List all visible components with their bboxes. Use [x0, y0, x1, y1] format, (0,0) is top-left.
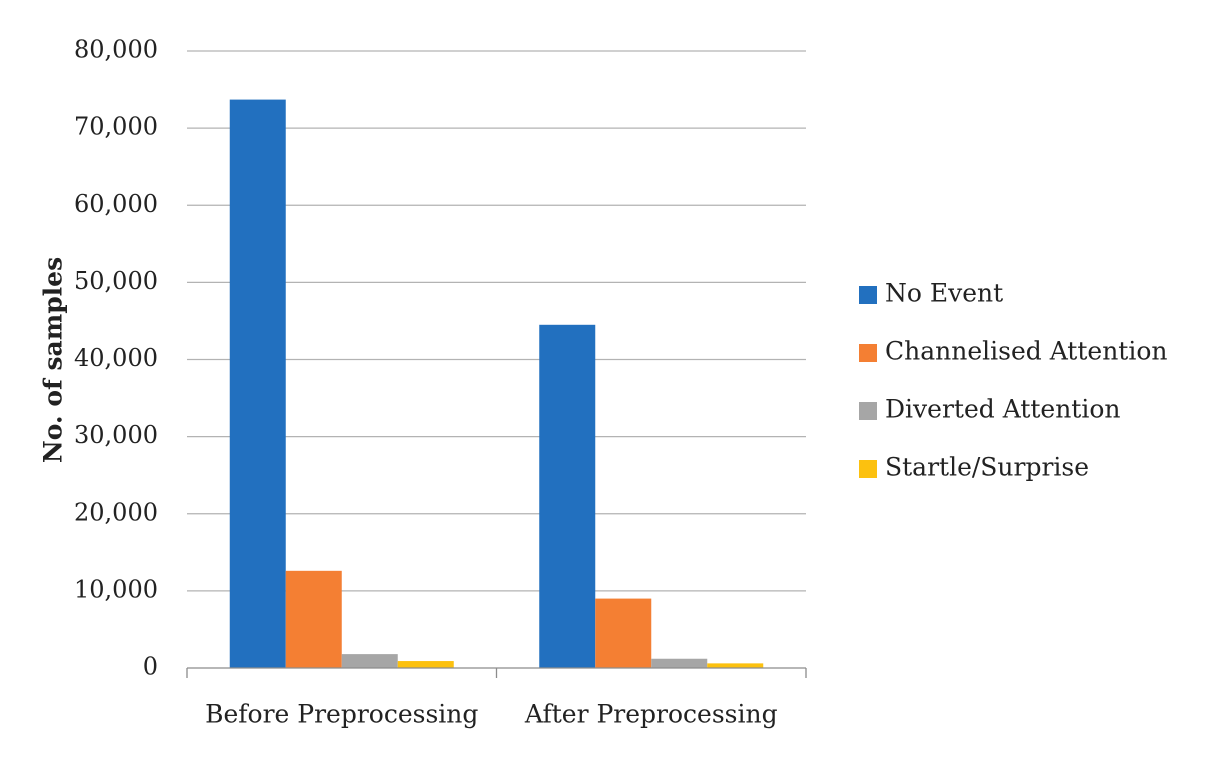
- legend-label: No Event: [885, 279, 1003, 308]
- x-axis: [186, 667, 807, 678]
- bar-diverted-attention-2: [651, 658, 708, 668]
- y-tick-label: 20,000: [74, 498, 158, 526]
- gridlines: [187, 50, 806, 592]
- x-category-label: After Preprocessing: [524, 700, 778, 729]
- x-axis-category-labels: Before Preprocessing After Preprocessing: [205, 700, 778, 729]
- legend-label: Diverted Attention: [885, 395, 1121, 424]
- bar-no-event-1: [229, 99, 286, 669]
- y-tick-label: 10,000: [74, 575, 158, 603]
- y-tick-label: 70,000: [74, 113, 158, 141]
- bars: [229, 99, 764, 669]
- y-axis-title: No. of samples: [39, 257, 68, 463]
- x-category-label: Before Preprocessing: [205, 700, 478, 729]
- legend-swatch: [859, 344, 877, 362]
- bar-no-event-2: [539, 324, 596, 668]
- bar-startle-surprise-2: [707, 663, 764, 668]
- bar-channelised-attention-1: [285, 570, 342, 668]
- bar-channelised-attention-2: [595, 598, 652, 668]
- y-tick-label: 80,000: [74, 36, 158, 64]
- legend-swatch: [859, 460, 877, 478]
- y-tick-label: 50,000: [74, 267, 158, 295]
- bar-startle-surprise-1: [397, 661, 454, 668]
- legend-swatch: [859, 402, 877, 420]
- bar-diverted-attention-1: [341, 654, 398, 668]
- y-tick-label: 60,000: [74, 190, 158, 218]
- y-tick-label: 0: [143, 653, 158, 681]
- legend: No Event Channelised Attention Diverted At…: [859, 279, 1168, 482]
- y-axis-tick-labels: 0 10,000 20,000 30,000 40,000 50,000 60,000 70,…: [74, 36, 158, 681]
- legend-label: Channelised Attention: [885, 337, 1168, 366]
- y-tick-label: 30,000: [74, 421, 158, 449]
- legend-swatch: [859, 286, 877, 304]
- y-tick-label: 40,000: [74, 344, 158, 372]
- legend-label: Startle/Surprise: [885, 453, 1089, 482]
